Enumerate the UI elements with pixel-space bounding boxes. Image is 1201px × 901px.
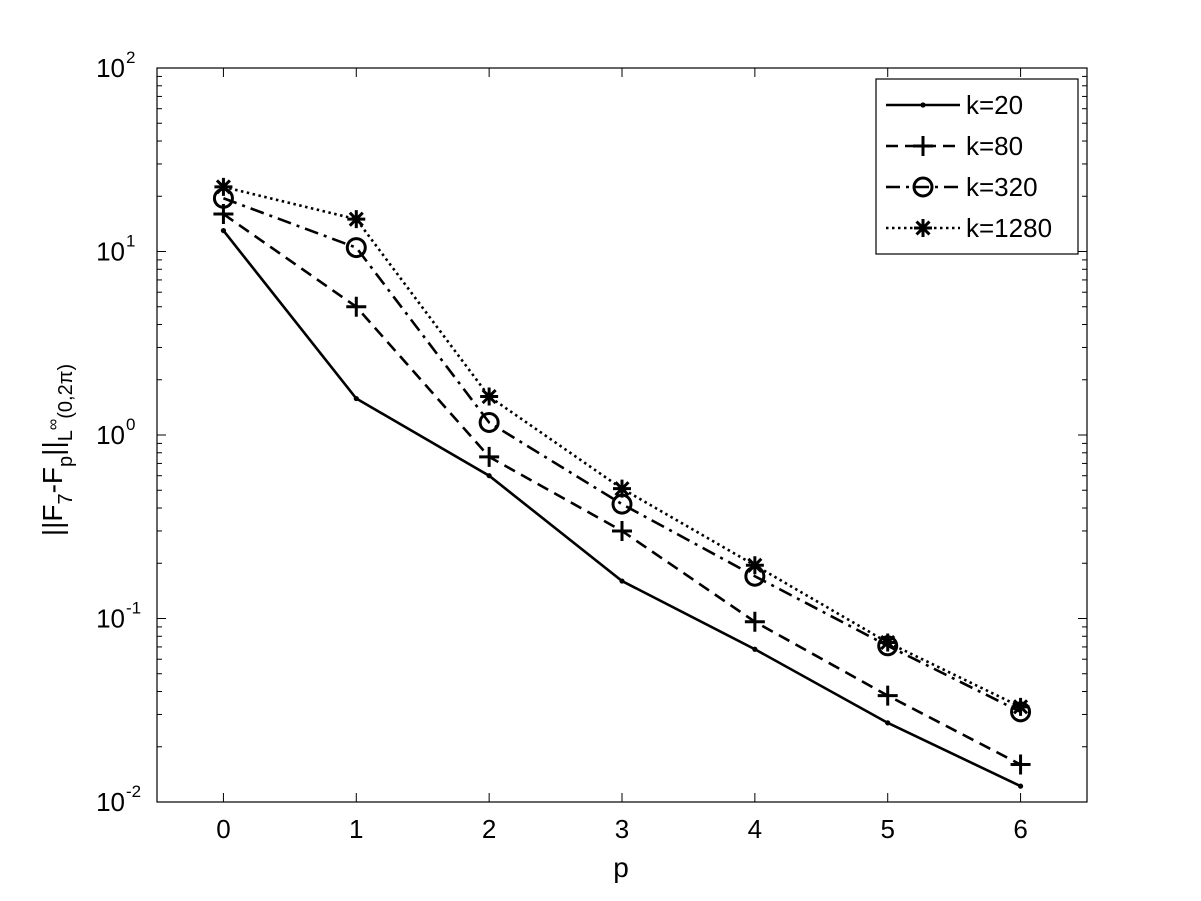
y-label-sup: ∞	[45, 419, 62, 430]
data-point	[479, 446, 500, 467]
data-point	[480, 387, 499, 406]
data-point	[220, 227, 227, 234]
x-axis-label: p	[613, 852, 629, 883]
data-point	[345, 237, 367, 259]
data-point	[1017, 783, 1024, 789]
data-point	[745, 556, 764, 575]
x-tick-label: 4	[748, 814, 762, 844]
legend-marker	[912, 176, 934, 198]
plot-area	[212, 177, 1032, 789]
y-tick-label: 10	[96, 53, 125, 83]
data-point	[478, 411, 500, 433]
y-label-sub: 7	[55, 493, 77, 504]
data-point	[346, 296, 367, 317]
x-tick-label: 5	[880, 814, 894, 844]
x-tick-label: 6	[1013, 814, 1027, 844]
data-point	[877, 685, 898, 706]
y-label-part: ||F	[37, 505, 68, 537]
data-point	[347, 210, 366, 229]
y-tick-exponent: 1	[126, 232, 135, 251]
data-point	[885, 720, 891, 726]
y-tick-exponent: -2	[126, 782, 141, 801]
x-tick-label: 3	[615, 814, 629, 844]
y-tick-label: 10	[96, 604, 125, 634]
data-point	[878, 633, 897, 652]
data-point	[744, 611, 765, 632]
legend: k=20 k=80 k=320 k=1280	[875, 78, 1079, 255]
x-tick-label: 2	[482, 814, 496, 844]
y-tick-label: 10	[96, 420, 125, 450]
legend-label: k=80	[966, 131, 1023, 161]
data-point	[612, 520, 632, 541]
data-point	[752, 646, 758, 652]
y-axis-label: ||F7-Fp||L∞(0,2π)	[37, 364, 77, 536]
data-point	[1010, 754, 1031, 775]
svg-text:||F7-Fp||L∞(0,2π): ||F7-Fp||L∞(0,2π)	[37, 364, 77, 536]
y-tick-exponent: 0	[126, 415, 135, 434]
legend-box	[875, 78, 1079, 255]
data-point	[353, 395, 359, 402]
data-point	[1011, 697, 1030, 716]
legend-marker	[914, 219, 932, 237]
y-tick-exponent: -1	[126, 599, 141, 618]
x-tick-label: 0	[216, 814, 230, 844]
legend-label: k=20	[966, 90, 1023, 120]
legend-label: k=1280	[966, 213, 1052, 243]
data-point	[486, 473, 492, 479]
legend-label: k=320	[966, 172, 1038, 202]
data-point	[619, 578, 625, 584]
y-tick-label: 10	[96, 237, 125, 267]
y-label-part: ||	[37, 441, 68, 456]
y-label-sub: p	[55, 456, 77, 467]
y-tick-label: 10	[96, 787, 125, 817]
x-tick-label: 1	[349, 814, 363, 844]
y-label-part: -F	[37, 467, 68, 493]
data-point	[613, 479, 631, 498]
y-label-sub: (0,2π)	[55, 364, 77, 419]
legend-marker	[920, 102, 926, 108]
data-point	[214, 177, 233, 196]
y-tick-exponent: 2	[126, 48, 135, 67]
legend-marker	[913, 136, 933, 156]
y-label-sub: L	[55, 430, 77, 441]
